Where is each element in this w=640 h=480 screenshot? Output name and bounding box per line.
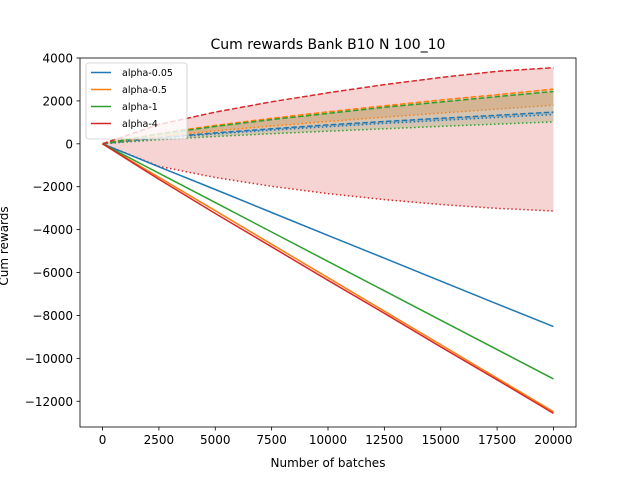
y-axis-label: Cum rewards (0, 206, 11, 285)
lower-bound-alpha-0-05 (102, 113, 554, 145)
legend-label-alpha-4: alpha-4 (122, 119, 158, 130)
lower-bound-alpha-4 (102, 143, 554, 212)
legend: alpha-0.05 alpha-0.5 alpha-1 alpha-4 (85, 62, 188, 140)
x-tick-label: 12500 (365, 433, 403, 447)
x-tick-label: 17500 (478, 433, 516, 447)
legend-box (85, 62, 188, 140)
series-lines (102, 143, 554, 414)
series-line-alpha-0-05 (102, 143, 554, 328)
lower-bound-alpha-0-5 (102, 104, 554, 145)
x-tick-label: 10000 (309, 433, 347, 447)
y-tick-label: −10000 (25, 352, 73, 366)
band-alpha-0-05 (102, 112, 554, 144)
y-tick-label: −2000 (32, 180, 73, 194)
band-alpha-1 (102, 91, 554, 144)
x-tick-label: 0 (99, 433, 107, 447)
series-line-alpha-0-5 (102, 143, 554, 413)
legend-label-alpha-1: alpha-1 (122, 102, 158, 113)
legend-label-alpha-0-5: alpha-0.5 (122, 85, 167, 96)
x-axis-ticks: 0 2500 5000 7500 10000 12500 15000 17500 20000 (99, 427, 573, 447)
x-tick-label: 7500 (256, 433, 287, 447)
band-alpha-4 (102, 67, 554, 211)
y-tick-label: −4000 (32, 223, 73, 237)
y-tick-label: 4000 (42, 52, 73, 66)
y-tick-label: −8000 (32, 309, 73, 323)
confidence-bands (102, 67, 554, 211)
x-axis-label: Number of batches (271, 456, 386, 470)
x-tick-label: 2500 (144, 433, 175, 447)
y-tick-label: 0 (65, 137, 73, 151)
y-tick-label: −6000 (32, 266, 73, 280)
upper-bound-alpha-4 (102, 66, 554, 145)
y-tick-label: 2000 (42, 94, 73, 108)
series-line-alpha-1 (102, 143, 554, 380)
x-tick-label: 15000 (422, 433, 460, 447)
x-tick-label: 5000 (200, 433, 231, 447)
y-tick-label: −12000 (25, 395, 73, 409)
x-tick-label: 20000 (534, 433, 572, 447)
band-alpha-0-5 (102, 89, 554, 144)
legend-label-alpha-0-05: alpha-0.05 (122, 68, 173, 79)
series-line-alpha-4 (102, 143, 554, 414)
chart-title: Cum rewards Bank B10 N 100_10 (211, 37, 446, 53)
y-axis-ticks: 4000 2000 0 −2000 −4000 −6000 −8000 −10000 −1200… (25, 52, 80, 409)
lower-bound-alpha-1 (102, 121, 554, 145)
